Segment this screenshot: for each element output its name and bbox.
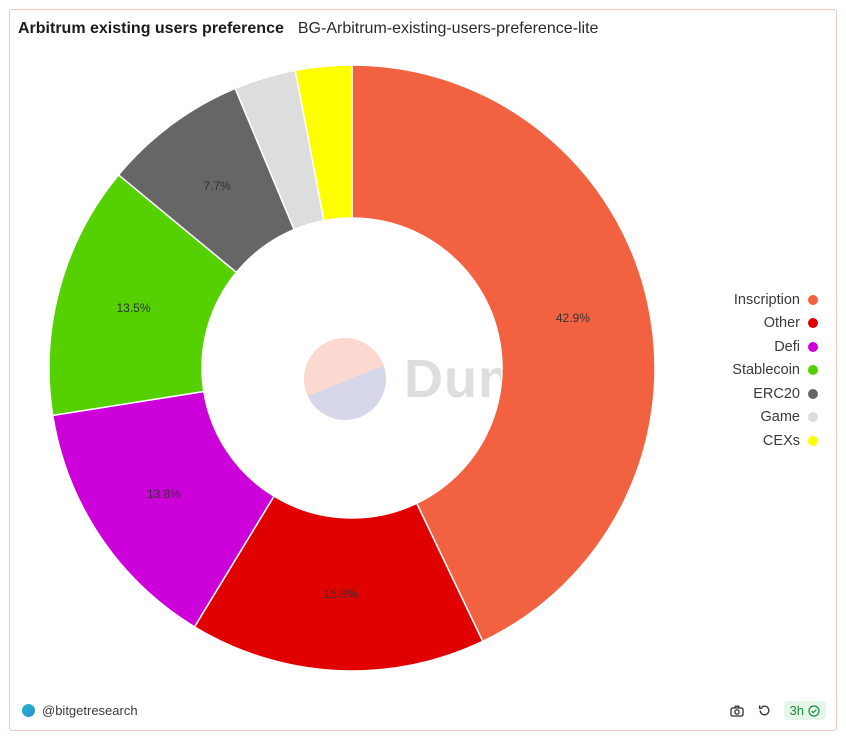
legend-label: Game	[760, 409, 801, 426]
legend-swatch	[808, 294, 818, 305]
bitget-logo-icon	[22, 704, 35, 717]
legend-swatch	[808, 318, 818, 329]
author-link[interactable]: @bitgetresearch	[22, 703, 138, 718]
data-label-erc20: 7.7%	[203, 179, 231, 193]
legend-label: CEXs	[762, 432, 800, 449]
chart-title: Arbitrum existing users preference	[18, 20, 284, 37]
freshness-badge[interactable]: 3h	[783, 701, 826, 720]
legend-label: ERC20	[753, 385, 800, 402]
legend-swatch	[808, 388, 818, 399]
check-circle-icon	[808, 704, 820, 717]
slice-defi[interactable]	[51, 390, 276, 628]
slice-inscription[interactable]	[351, 64, 656, 643]
legend-item-game[interactable]: Game	[760, 408, 818, 428]
legend-swatch	[808, 435, 818, 446]
legend-item-inscription[interactable]: Inscription	[734, 290, 818, 310]
footer-actions: 3h	[728, 701, 826, 720]
slice-cexs[interactable]	[294, 64, 353, 222]
author-name[interactable]: @bitgetresearch	[42, 703, 138, 718]
legend-swatch	[808, 365, 818, 376]
slice-other[interactable]	[193, 495, 484, 672]
legend-label: Inscription	[733, 291, 800, 308]
legend-label: Stablecoin	[732, 362, 800, 379]
slice-stablecoin[interactable]	[48, 173, 238, 417]
data-label-stablecoin: 13.5%	[117, 301, 151, 315]
legend-item-cexs[interactable]: CEXs	[763, 431, 818, 451]
legend-item-defi[interactable]: Defi	[774, 337, 818, 357]
camera-icon[interactable]	[728, 702, 746, 720]
data-label-inscription: 42.9%	[556, 311, 590, 325]
data-label-other: 15.8%	[324, 587, 358, 601]
legend-label: Other	[763, 315, 800, 332]
legend-item-erc20[interactable]: ERC20	[753, 384, 818, 404]
query-name[interactable]: BG-Arbitrum-existing-users-preference-li…	[297, 20, 599, 37]
legend-label: Defi	[774, 338, 800, 355]
chart-header: Arbitrum existing users preference BG-Ar…	[18, 20, 598, 38]
age-label: 3h	[789, 703, 804, 718]
refresh-icon[interactable]	[756, 702, 774, 720]
legend-swatch	[808, 412, 818, 423]
chart-legend: Inscription Other Defi Stablecoin ERC20 Game C…	[732, 290, 818, 451]
data-label-defi: 13.8%	[147, 487, 181, 501]
legend-item-other[interactable]: Other	[764, 314, 818, 334]
legend-item-stablecoin[interactable]: Stablecoin	[732, 361, 818, 381]
legend-swatch	[808, 341, 818, 352]
